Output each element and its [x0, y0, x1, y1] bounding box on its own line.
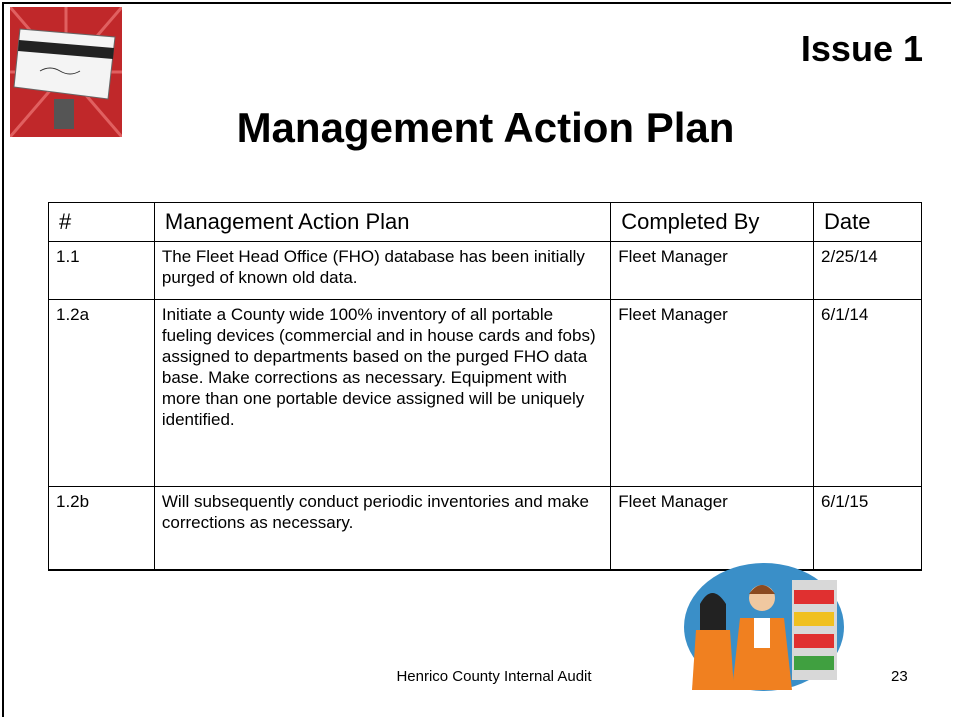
header-row: # Management Action Plan Completed By Da…	[48, 202, 922, 242]
issue-label: Issue 1	[800, 28, 923, 69]
card-clipart	[10, 7, 122, 137]
store-clipart	[684, 563, 844, 691]
footer-org: Henrico County Internal Audit	[396, 668, 592, 685]
column-header: Completed By	[610, 202, 815, 242]
cell: 1.2a	[48, 299, 155, 487]
page-number: 23	[891, 668, 908, 685]
cell: Will subsequently conduct periodic inven…	[153, 486, 612, 571]
row: 1.1 The Fleet Head Office (FHO) database…	[48, 241, 922, 300]
cell: 6/1/14	[813, 299, 922, 487]
cell: Initiate a County wide 100% inventory of…	[153, 299, 612, 487]
cell: The Fleet Head Office (FHO) database has…	[153, 241, 612, 300]
action-table: # Management Action Plan Completed By Da…	[48, 202, 922, 571]
cell: Fleet Manager	[610, 299, 815, 487]
cell: 6/1/15	[813, 486, 922, 571]
cell: 2/25/14	[813, 241, 922, 300]
row: 1.2a Initiate a County wide 100% invento…	[48, 299, 922, 487]
cell: 1.2b	[48, 486, 155, 571]
column-header: Date	[813, 202, 922, 242]
cell: 1.1	[48, 241, 155, 300]
cell: Fleet Manager	[610, 241, 815, 300]
column-header: #	[48, 202, 155, 242]
column-header: Management Action Plan	[153, 202, 612, 242]
cell: Fleet Manager	[610, 486, 815, 571]
row: 1.2b Will subsequently conduct periodic …	[48, 486, 922, 571]
slide-title: Management Action Plan	[236, 104, 735, 151]
